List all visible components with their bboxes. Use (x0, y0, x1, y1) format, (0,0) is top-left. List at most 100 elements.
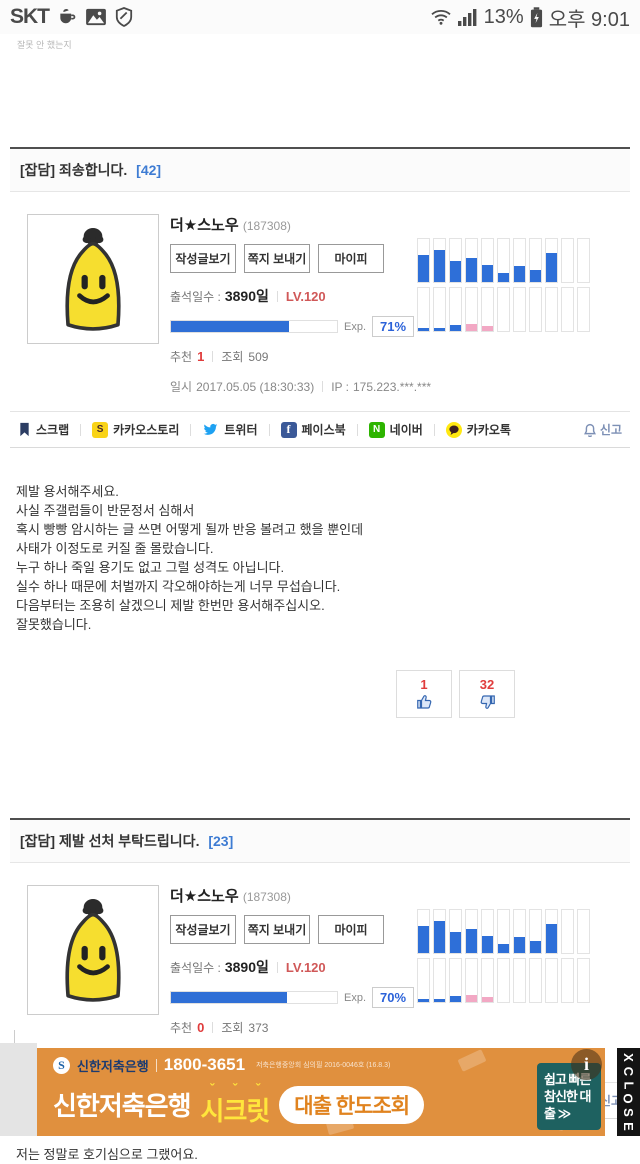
battery-percent-label: 13% (483, 5, 524, 28)
level-badge: LV.120 (285, 959, 326, 975)
ad-phone-number: 1800-3651 (163, 1055, 246, 1074)
twitter-button[interactable]: 트위터 (202, 421, 258, 438)
post-1: [잡담] 죄송합니다. [42] 더★스노우 (187308) 작성글보기 쪽지 (0, 147, 640, 718)
activity-chart (417, 238, 590, 336)
view-posts-button[interactable]: 작성글보기 (170, 244, 236, 273)
post-content: 제발 용서해주세요. 사실 주갤럼들이 반문정서 심해서 혹시 빵빵 암시하는 … (0, 448, 640, 634)
ad-legal-text: 저축은행중앙회 심의필 2016-0046호 (16.8.3) (256, 1062, 391, 1069)
activity-bar (481, 238, 494, 283)
comment-count-link[interactable]: [23] (208, 833, 234, 849)
gallery-icon (85, 8, 107, 26)
share-bar: 스크랩 S 카카오스토리 트위터 f 페이스북 N 네이버 카카오톡 신고 (10, 411, 630, 448)
activity-bar (545, 287, 558, 332)
author-id: (187308) (242, 890, 291, 904)
scrap-button[interactable]: 스크랩 (18, 421, 69, 438)
send-message-button[interactable]: 쪽지 보내기 (244, 915, 310, 944)
avatar (27, 214, 159, 344)
recommend-count: 0 (197, 1020, 205, 1035)
wifi-icon (430, 8, 452, 26)
activity-bar (481, 287, 494, 332)
post-category: [잡담] (20, 162, 56, 178)
activity-bar (497, 238, 510, 283)
ad-close-button[interactable]: X C L O S E (617, 1048, 640, 1136)
downvote-button[interactable]: 32 (459, 670, 515, 718)
activity-bar (529, 287, 542, 332)
attendance-days: 3890일 (224, 959, 269, 975)
activity-bar (481, 958, 494, 1003)
activity-bar (513, 238, 526, 283)
status-bar: SKT 13% 오후 9:01 (0, 0, 640, 34)
activity-bar (561, 287, 574, 332)
post-datetime: 2017.05.05 (18:30:33) (196, 379, 315, 394)
kakaotalk-button[interactable]: 카카오톡 (445, 421, 511, 438)
ad-loan-check-pill[interactable]: 대출 한도조회 (279, 1085, 425, 1124)
activity-chart (417, 909, 590, 1007)
kakaotalk-icon (445, 421, 462, 438)
mypi-button[interactable]: 마이피 (318, 244, 384, 273)
activity-bar (433, 287, 446, 332)
activity-bar (417, 287, 430, 332)
recommend-label: 추천 (170, 350, 193, 364)
post-title: 제발 선처 부탁드립니다. (58, 833, 200, 849)
body-line: 실수 하나 때문에 처벌까지 각오해야하는게 너무 무섭습니다. (16, 579, 341, 594)
report-button[interactable]: 신고 (583, 421, 622, 438)
activity-bar (417, 238, 430, 283)
kakaostory-button[interactable]: S 카카오스토리 (92, 421, 179, 438)
activity-bar (529, 958, 542, 1003)
activity-bar (465, 909, 478, 954)
comment-count-link[interactable]: [42] (136, 162, 162, 178)
activity-bar (513, 909, 526, 954)
activity-bar (545, 958, 558, 1003)
close-letter: O (621, 1093, 636, 1104)
activity-bar (417, 958, 430, 1003)
twitter-icon (204, 423, 218, 435)
author-nickname[interactable]: 더★스노우 (187308) (170, 888, 291, 905)
shinhan-logo-icon: S (53, 1056, 70, 1074)
attendance-label: 출석일수 : (170, 289, 221, 304)
ad-headline-bank: 신한저축은행 (53, 1091, 192, 1121)
activity-bar (449, 909, 462, 954)
signal-icon (457, 8, 478, 26)
author-id: (187308) (242, 219, 291, 233)
activity-bar (433, 958, 446, 1003)
coffee-icon (57, 7, 77, 27)
naver-button[interactable]: N 네이버 (368, 421, 423, 438)
ad-info-icon[interactable]: i (571, 1049, 602, 1080)
activity-bar (465, 287, 478, 332)
activity-bar (497, 909, 510, 954)
close-letter: E (620, 1122, 636, 1131)
close-letter: X (620, 1053, 636, 1062)
upvote-button[interactable]: 1 (396, 670, 452, 718)
upvote-count: 1 (420, 677, 428, 692)
close-letter: S (620, 1108, 636, 1118)
exp-progress-bar (170, 991, 338, 1004)
mypi-button[interactable]: 마이피 (318, 915, 384, 944)
downvote-count: 32 (479, 677, 495, 692)
recommend-label: 추천 (170, 1021, 193, 1035)
activity-bar (449, 958, 462, 1003)
activity-bar (433, 238, 446, 283)
activity-bar (577, 909, 590, 954)
author-nickname[interactable]: 더★스노우 (187308) (170, 217, 291, 234)
ip-value: 175.223.***.*** (353, 379, 432, 394)
body-line: 저는 정말로 호기심으로 그랬어요. (16, 1147, 198, 1162)
loan-ad[interactable]: S 신한저축은행 1800-3651 저축은행중앙회 심의필 2016-0046… (37, 1048, 605, 1136)
carrier-label: SKT (10, 5, 50, 28)
view-posts-button[interactable]: 작성글보기 (170, 915, 236, 944)
facebook-icon: f (280, 421, 297, 438)
activity-bar (561, 238, 574, 283)
activity-bar (481, 909, 494, 954)
activity-bar (433, 909, 446, 954)
close-letter: C (620, 1066, 636, 1076)
vote-section: 1 32 (396, 670, 640, 718)
activity-bar (529, 238, 542, 283)
ip-label: IP : (331, 379, 349, 394)
activity-bar (561, 958, 574, 1003)
activity-bar (465, 238, 478, 283)
send-message-button[interactable]: 쪽지 보내기 (244, 244, 310, 273)
ad-bank-name: 신한저축은행 (77, 1058, 149, 1074)
exp-label: Exp. (344, 320, 367, 333)
facebook-button[interactable]: f 페이스북 (280, 421, 346, 438)
ad-headline-secret: 시크릿 (200, 1096, 271, 1126)
scrap-icon (20, 422, 29, 437)
